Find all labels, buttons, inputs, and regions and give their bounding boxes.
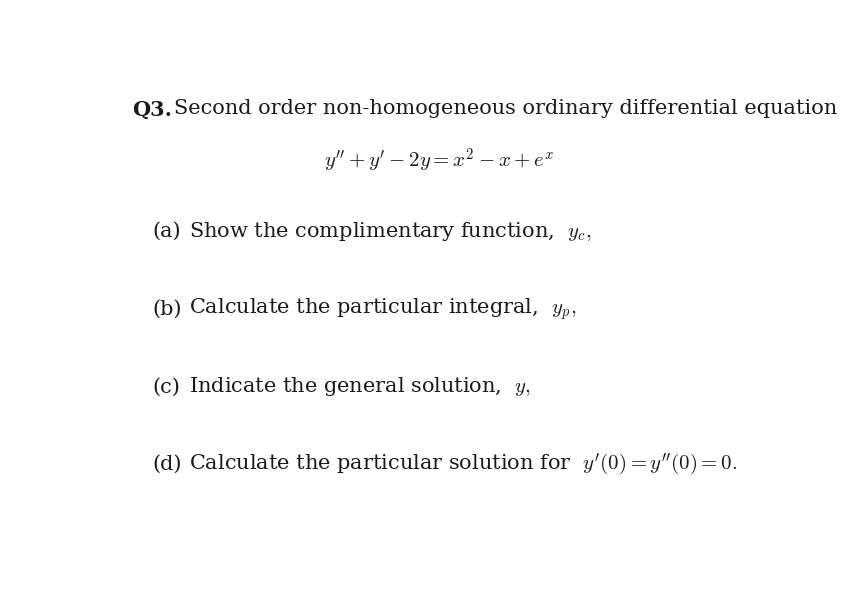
Text: Calculate the particular solution for  $y'(0) = y''(0) = 0.$: Calculate the particular solution for $y… [188, 452, 737, 477]
Text: (a): (a) [152, 222, 181, 241]
Text: (b): (b) [152, 299, 181, 319]
Text: Calculate the particular integral,  $y_p,$: Calculate the particular integral, $y_p,… [188, 296, 576, 322]
Text: (d): (d) [152, 455, 181, 474]
Text: Show the complimentary function,  $y_c,$: Show the complimentary function, $y_c,$ [188, 220, 591, 243]
Text: (c): (c) [152, 378, 180, 397]
Text: Indicate the general solution,  $y,$: Indicate the general solution, $y,$ [188, 375, 531, 398]
Text: Q3.: Q3. [132, 99, 172, 119]
Text: Second order non-homogeneous ordinary differential equation: Second order non-homogeneous ordinary di… [174, 99, 837, 118]
Text: $y'' + y' - 2y = x^2 - x + e^x$: $y'' + y' - 2y = x^2 - x + e^x$ [324, 146, 554, 174]
